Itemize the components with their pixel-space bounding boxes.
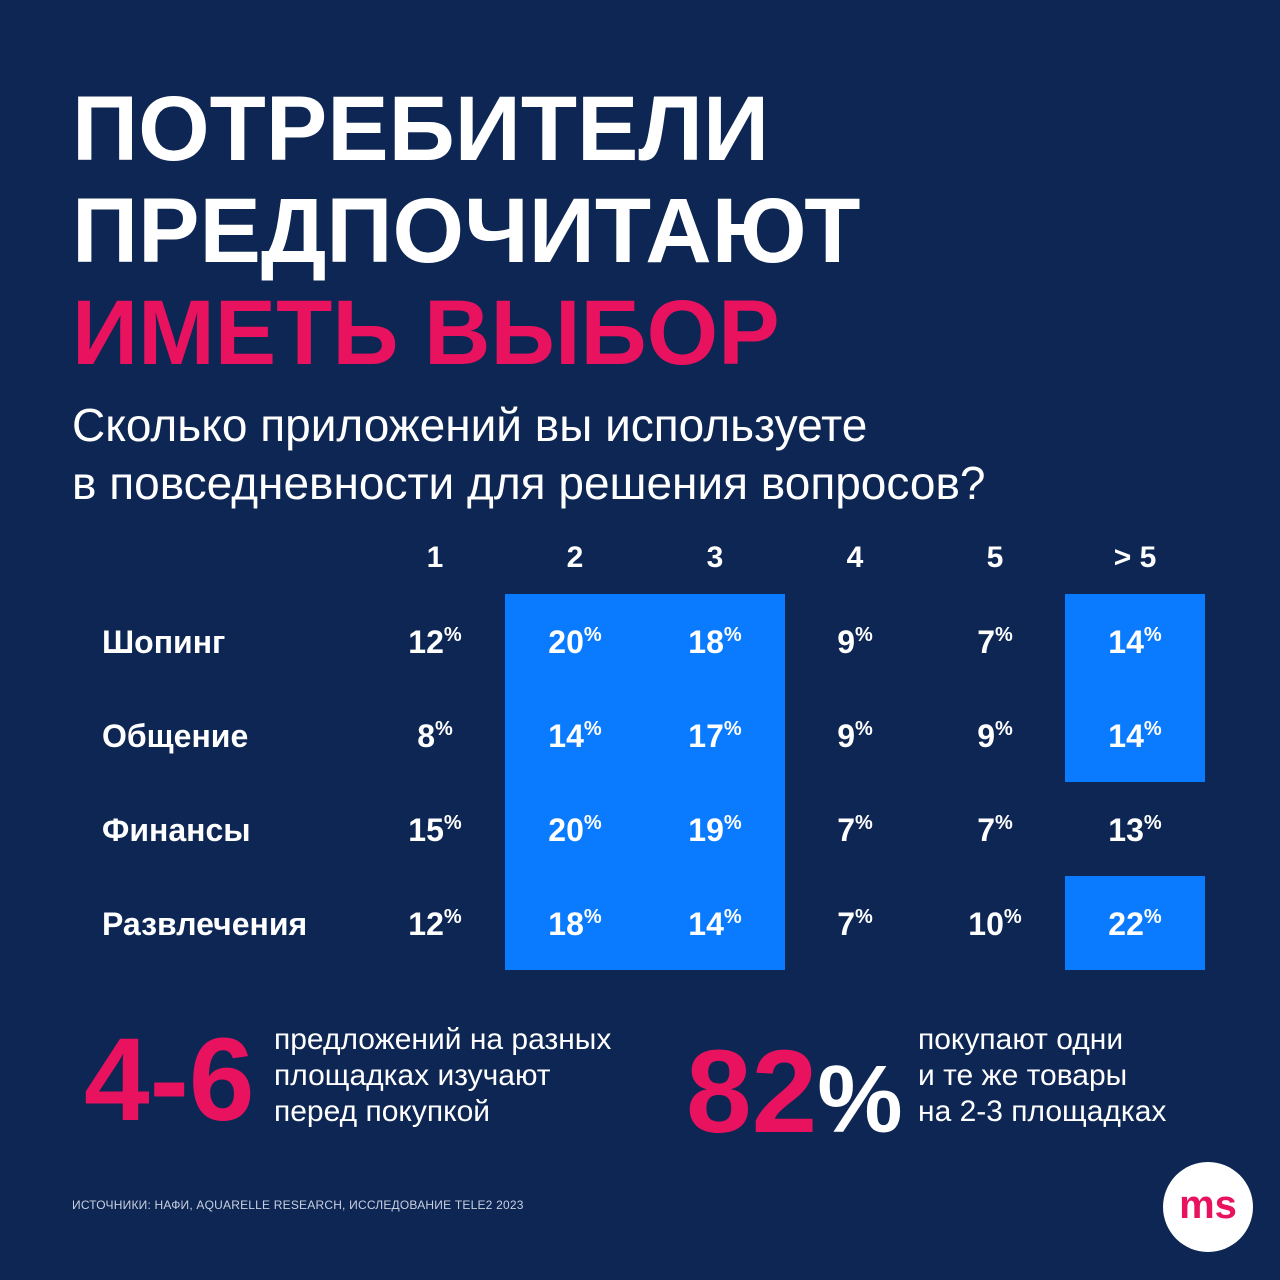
- table-cell: 12%: [408, 906, 462, 942]
- column-header: 3: [706, 541, 724, 574]
- table-cell: 7%: [837, 906, 873, 942]
- title-line-2: ПРЕДПОЧИТАЮТ: [72, 180, 861, 282]
- table-cell: 14%: [1108, 624, 1162, 660]
- row-label: Общение: [102, 718, 249, 754]
- column-header: 1: [426, 541, 444, 574]
- table-cell: 22%: [1108, 906, 1162, 942]
- ms-logo: ms: [1163, 1162, 1253, 1252]
- table-cell: 7%: [977, 812, 1013, 848]
- column-header: 5: [986, 541, 1004, 574]
- table-cell: 15%: [408, 812, 462, 848]
- table-cell: 12%: [408, 624, 462, 660]
- table-cell: 9%: [977, 718, 1013, 754]
- stat-percent-text: покупают одни и те же товары на 2-3 площ…: [918, 1022, 1166, 1130]
- column-header: 2: [566, 541, 584, 574]
- highlight-block: [1065, 876, 1205, 970]
- stat-percent-value: 82: [686, 1026, 818, 1158]
- table-cell: 20%: [548, 624, 602, 660]
- stat-percent-text-2: и те же товары: [918, 1059, 1128, 1092]
- table-cell: 9%: [837, 718, 873, 754]
- highlight-block: [505, 594, 785, 970]
- table-cell: 19%: [688, 812, 742, 848]
- table-cell: 7%: [837, 812, 873, 848]
- table-cell: 14%: [688, 906, 742, 942]
- table-cell: 9%: [837, 624, 873, 660]
- stat-percent-unit: %: [817, 1046, 903, 1153]
- table-cell: 14%: [1108, 718, 1162, 754]
- table-cell: 18%: [688, 624, 742, 660]
- table-cell: 18%: [548, 906, 602, 942]
- column-header: > 5: [1113, 541, 1157, 574]
- stat-range-text-3: перед покупкой: [274, 1095, 491, 1128]
- sources-note: ИСТОЧНИКИ: НАФИ, AQUARELLE RESEARCH, ИСС…: [72, 1198, 524, 1212]
- row-label: Шопинг: [102, 624, 226, 660]
- row-label: Развлечения: [102, 906, 308, 942]
- page-title: ПОТРЕБИТЕЛИ ПРЕДПОЧИТАЮТ ИМЕТЬ ВЫБОР: [72, 78, 860, 384]
- survey-question: Сколько приложений вы используете в повс…: [72, 396, 986, 512]
- table-cell: 8%: [417, 718, 453, 754]
- stat-range-text-1: предложений на разных: [274, 1023, 612, 1056]
- table-cell: 17%: [688, 718, 742, 754]
- stat-percent-text-3: на 2-3 площадках: [918, 1095, 1167, 1128]
- question-line-2: в повседневности для решения вопросов?: [72, 457, 986, 509]
- table-cell: 13%: [1108, 812, 1162, 848]
- title-line-3: ИМЕТЬ ВЫБОР: [72, 282, 780, 384]
- question-line-1: Сколько приложений вы используете: [72, 399, 868, 451]
- table-cell: 10%: [968, 906, 1022, 942]
- title-line-1: ПОТРЕБИТЕЛИ: [72, 78, 770, 180]
- row-label: Финансы: [102, 812, 251, 848]
- stat-percent: 82%: [686, 1032, 903, 1160]
- stat-percent-text-1: покупают одни: [918, 1023, 1124, 1056]
- stat-range-text: предложений на разных площадках изучают …: [274, 1022, 611, 1130]
- stat-range-value: 4-6: [84, 1014, 255, 1146]
- logo-text: ms: [1179, 1183, 1237, 1227]
- column-header: 4: [846, 541, 864, 574]
- table-cell: 14%: [548, 718, 602, 754]
- stat-range-text-2: площадках изучают: [274, 1059, 551, 1092]
- table-cell: 7%: [977, 624, 1013, 660]
- table-cell: 20%: [548, 812, 602, 848]
- highlight-block: [1065, 594, 1205, 782]
